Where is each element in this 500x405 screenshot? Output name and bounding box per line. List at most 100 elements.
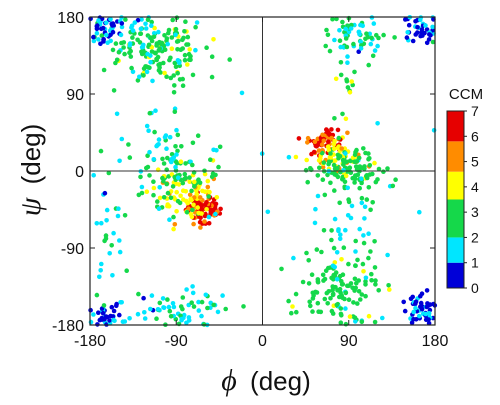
- data-point: [372, 319, 378, 325]
- data-point: [114, 57, 120, 63]
- data-point: [203, 292, 209, 298]
- data-point: [341, 162, 346, 167]
- colorbar-segment: [447, 199, 464, 238]
- data-point: [325, 172, 330, 178]
- data-point: [334, 277, 340, 282]
- data-point: [314, 290, 320, 295]
- data-point: [138, 31, 143, 36]
- data-point: [411, 316, 416, 322]
- data-point: [171, 304, 177, 310]
- data-point: [359, 319, 365, 325]
- data-point: [195, 205, 200, 210]
- data-point: [107, 251, 112, 256]
- data-point: [102, 316, 107, 322]
- data-point: [119, 136, 125, 142]
- data-point: [191, 221, 196, 227]
- data-point: [339, 257, 344, 262]
- colorbar-tick-label: 3: [471, 204, 479, 220]
- data-point: [204, 207, 209, 212]
- data-point: [241, 304, 246, 309]
- data-point: [347, 314, 353, 319]
- data-point: [380, 315, 385, 321]
- data-point: [117, 238, 122, 243]
- data-point: [342, 296, 347, 302]
- data-point: [156, 29, 161, 35]
- data-point: [192, 179, 197, 185]
- x-tick-label: -90: [165, 333, 188, 350]
- data-point: [317, 165, 322, 171]
- y-tick-label: 0: [75, 164, 84, 181]
- x-tick-label: -180: [74, 333, 106, 350]
- data-point: [121, 40, 127, 45]
- scatter-points: [88, 14, 438, 328]
- data-point: [190, 140, 196, 146]
- data-point: [98, 268, 103, 273]
- data-point: [169, 46, 175, 51]
- data-point: [308, 303, 313, 309]
- data-point: [177, 77, 183, 82]
- data-point: [424, 288, 430, 293]
- data-point: [345, 85, 351, 90]
- data-point: [122, 213, 128, 218]
- data-point: [416, 313, 422, 319]
- data-point: [144, 189, 150, 194]
- data-point: [286, 298, 291, 304]
- colorbar-title: CCM: [449, 86, 483, 103]
- data-point: [345, 185, 351, 191]
- data-point: [142, 316, 148, 321]
- data-point: [173, 144, 178, 149]
- data-point: [171, 90, 177, 95]
- data-point: [173, 26, 179, 32]
- colorbar: 0 1 2 3 4 5 6 7: [446, 103, 479, 296]
- data-point: [352, 69, 357, 75]
- data-point: [182, 52, 188, 58]
- data-point: [359, 176, 364, 181]
- data-point: [358, 297, 363, 302]
- data-point: [306, 258, 312, 263]
- data-point: [385, 252, 390, 258]
- data-point: [423, 311, 429, 317]
- data-point: [182, 29, 187, 34]
- data-point: [155, 307, 161, 312]
- data-point: [91, 34, 96, 40]
- data-point: [359, 200, 365, 206]
- y-tick-label: -180: [52, 318, 84, 335]
- data-point: [337, 273, 343, 279]
- data-point: [355, 301, 360, 306]
- data-point: [338, 72, 344, 78]
- colorbar-tick-label: 0: [471, 280, 479, 296]
- data-point: [325, 32, 331, 38]
- data-point: [332, 116, 337, 121]
- data-point: [137, 40, 143, 45]
- data-point: [315, 300, 321, 306]
- data-point: [413, 32, 419, 37]
- data-point: [189, 300, 194, 306]
- data-point: [305, 135, 311, 141]
- data-point: [184, 209, 190, 215]
- data-point: [338, 311, 344, 317]
- data-point: [362, 204, 368, 210]
- data-point: [355, 257, 360, 263]
- data-point: [91, 312, 96, 317]
- data-point: [314, 247, 320, 252]
- data-point: [174, 15, 180, 20]
- data-point: [340, 174, 346, 180]
- data-point: [351, 300, 356, 305]
- data-point: [193, 47, 198, 53]
- data-point: [178, 193, 183, 199]
- data-point: [328, 151, 333, 156]
- data-point: [390, 183, 396, 189]
- data-point: [324, 290, 330, 296]
- data-point: [183, 161, 188, 166]
- data-point: [114, 111, 120, 117]
- data-point: [170, 17, 175, 23]
- data-point: [135, 17, 141, 23]
- data-point: [366, 231, 371, 236]
- data-point: [357, 164, 363, 169]
- data-point: [214, 148, 219, 153]
- data-point: [343, 321, 349, 327]
- data-point: [123, 17, 128, 22]
- data-point: [206, 221, 212, 226]
- data-point: [330, 16, 335, 22]
- data-point: [148, 306, 153, 312]
